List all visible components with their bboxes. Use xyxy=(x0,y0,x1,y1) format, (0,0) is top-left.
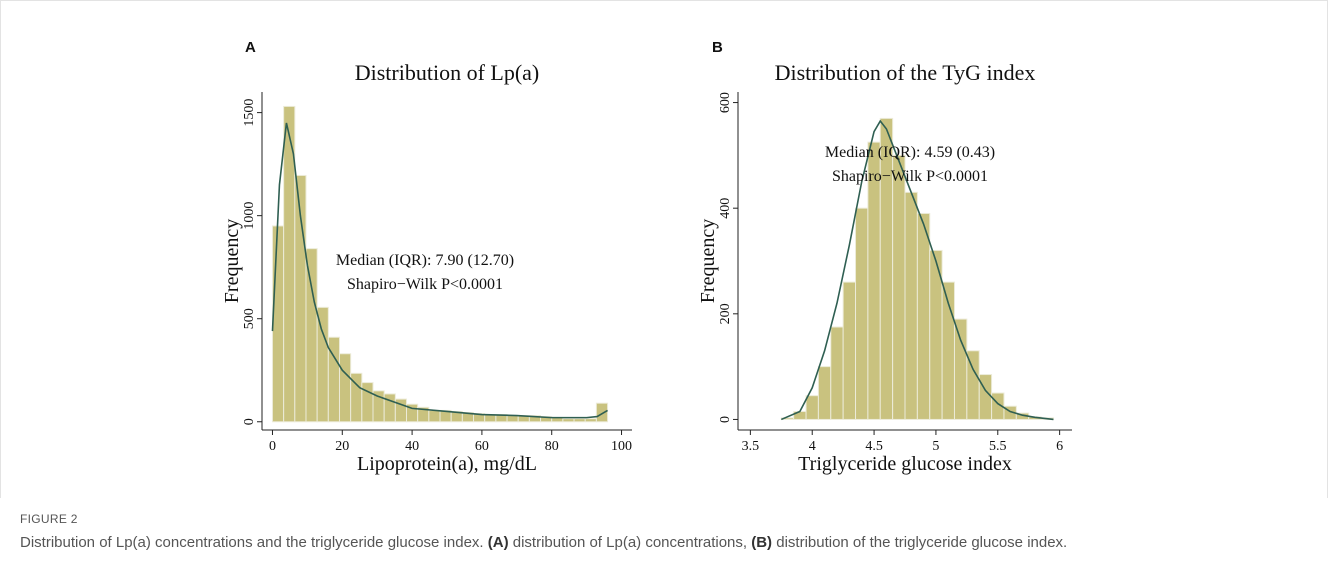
x-tick-label: 0 xyxy=(269,439,276,454)
histogram-bar xyxy=(830,326,844,420)
caption-panel-ref: (B) xyxy=(751,534,773,551)
histogram-bar xyxy=(562,418,575,423)
y-tick-label: 200 xyxy=(718,303,733,324)
annotation: Median (IQR): 4.59 (0.43) xyxy=(825,144,995,161)
histogram-bar xyxy=(892,154,906,420)
histogram-bar xyxy=(842,281,857,420)
annotation: Median (IQR): 7.90 (12.70) xyxy=(336,252,514,269)
figure: A Distribution of Lp(a) Lipoprotein(a), mg… xyxy=(221,39,1072,475)
x-tick-label: 5.5 xyxy=(989,439,1007,454)
y-tick-label: 0 xyxy=(242,418,257,425)
y-tick-label: 400 xyxy=(718,198,733,219)
annotation: Shapiro−Wilk P<0.0001 xyxy=(347,276,503,293)
y-tick-label: 1000 xyxy=(242,202,257,230)
histogram-bar xyxy=(916,212,931,420)
y-tick-label: 600 xyxy=(718,92,733,113)
x-tick-label: 6 xyxy=(1056,439,1063,454)
caption-text: distribution of Lp(a) concentrations, xyxy=(508,534,752,551)
histogram-bar xyxy=(817,366,832,420)
histogram-bar xyxy=(805,395,819,420)
histogram-bar xyxy=(428,409,441,423)
histogram-bar xyxy=(383,393,396,423)
caption-text: Distribution of Lp(a) concentrations and… xyxy=(20,534,488,551)
density-curve xyxy=(271,122,608,419)
x-tick-label: 60 xyxy=(475,439,489,454)
histogram-bar xyxy=(338,353,352,423)
y-tick-label: 1500 xyxy=(242,99,257,127)
histogram-bar xyxy=(271,225,285,423)
histogram-bar xyxy=(879,117,894,420)
histogram-bar xyxy=(978,374,993,420)
caption-panel-ref: (A) xyxy=(487,534,509,551)
x-tick-label: 20 xyxy=(335,439,349,454)
y-tick-label: 500 xyxy=(242,308,257,329)
x-tick-label: 5 xyxy=(932,439,939,454)
histogram-bar xyxy=(855,207,869,420)
panel-letter: B xyxy=(712,39,723,56)
caption-text: distribution of the triglyceride glucose… xyxy=(772,534,1068,551)
histogram-bar xyxy=(953,318,968,420)
histogram-bar xyxy=(904,191,918,420)
x-tick-label: 80 xyxy=(545,439,559,454)
annotation: Shapiro−Wilk P<0.0001 xyxy=(832,168,988,185)
x-tick-label: 100 xyxy=(611,439,632,454)
panel-letter: A xyxy=(245,39,256,56)
figure-label: FIGURE 2 xyxy=(20,512,78,526)
histogram-bar xyxy=(305,248,318,423)
histogram-bar xyxy=(361,382,374,423)
chart-title: Distribution of the TyG index xyxy=(775,60,1036,85)
chart-title: Distribution of Lp(a) xyxy=(355,60,540,85)
x-tick-label: 40 xyxy=(405,439,419,454)
x-axis-label: Lipoprotein(a), mg/dL xyxy=(357,453,537,475)
histogram-bar xyxy=(595,402,609,423)
histogram-bar xyxy=(506,415,519,423)
x-axis-label: Triglyceride glucose index xyxy=(798,453,1012,475)
caption: Distribution of Lp(a) concentrations and… xyxy=(20,532,1260,554)
histogram-bar xyxy=(573,418,586,423)
histogram-bar xyxy=(316,306,329,423)
histogram-bar xyxy=(584,418,597,423)
x-tick-label: 4 xyxy=(809,439,816,454)
y-axis-label: Frequency xyxy=(221,219,243,303)
y-tick-label: 0 xyxy=(718,416,733,423)
caption-block: FIGURE 2 Distribution of Lp(a) concentra… xyxy=(20,512,1260,554)
x-tick-label: 4.5 xyxy=(865,439,883,454)
density-curve xyxy=(780,119,1054,421)
x-tick-label: 3.5 xyxy=(742,439,760,454)
y-axis-label: Frequency xyxy=(697,219,719,303)
